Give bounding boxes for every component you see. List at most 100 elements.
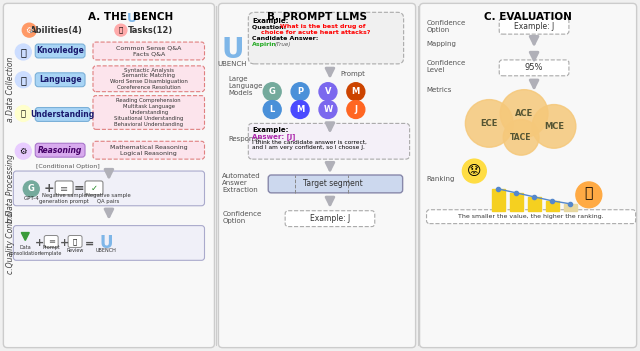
Text: +: +	[35, 238, 44, 249]
FancyBboxPatch shape	[68, 236, 82, 247]
Text: Negative sample
QA pairs: Negative sample QA pairs	[86, 193, 131, 204]
Circle shape	[291, 83, 309, 101]
FancyBboxPatch shape	[44, 236, 58, 247]
Circle shape	[263, 101, 281, 118]
Polygon shape	[21, 233, 29, 240]
Text: Confidence
Option: Confidence Option	[426, 20, 466, 33]
Text: ✓: ✓	[90, 184, 97, 193]
Text: Response: Response	[228, 136, 262, 142]
FancyBboxPatch shape	[285, 211, 375, 227]
FancyBboxPatch shape	[35, 44, 85, 58]
Text: 🤖: 🤖	[585, 186, 593, 200]
Circle shape	[465, 100, 513, 147]
Text: 🎓: 🎓	[20, 47, 26, 57]
Text: BENCH: BENCH	[133, 12, 173, 22]
Text: UBENCH: UBENCH	[218, 61, 247, 67]
Text: Example:: Example:	[252, 127, 289, 133]
Text: V: V	[324, 87, 332, 96]
Text: 🌐: 🌐	[20, 75, 26, 85]
Text: Negative sample
generation prompt: Negative sample generation prompt	[39, 193, 89, 204]
Bar	[510, 193, 523, 211]
Circle shape	[23, 181, 39, 197]
Circle shape	[347, 83, 365, 101]
Circle shape	[532, 105, 576, 148]
FancyBboxPatch shape	[13, 226, 205, 260]
Text: Example:: Example:	[252, 18, 289, 24]
Circle shape	[319, 83, 337, 101]
Circle shape	[263, 83, 281, 101]
Text: 🔍: 🔍	[20, 109, 26, 118]
Text: B. PROMPT LLMS: B. PROMPT LLMS	[267, 12, 367, 22]
FancyBboxPatch shape	[268, 175, 403, 193]
Text: What is the best drug of: What is the best drug of	[280, 24, 365, 29]
Text: Confidence
Level: Confidence Level	[426, 60, 466, 73]
Text: Mapping: Mapping	[426, 41, 456, 47]
Text: Confidence
Option: Confidence Option	[223, 211, 262, 224]
Text: [Conditional Option]: [Conditional Option]	[36, 164, 100, 168]
Text: =: =	[74, 183, 84, 196]
Circle shape	[15, 44, 31, 60]
Text: The smaller the value, the higher the ranking.: The smaller the value, the higher the ra…	[458, 214, 604, 219]
Text: 95%: 95%	[525, 64, 543, 72]
Text: Answer: [J]: Answer: [J]	[252, 133, 296, 140]
Text: P: P	[297, 87, 303, 96]
Circle shape	[503, 119, 539, 155]
Circle shape	[462, 159, 486, 183]
Text: TACE: TACE	[510, 133, 532, 142]
FancyBboxPatch shape	[93, 66, 205, 92]
Text: Understanding: Understanding	[30, 110, 94, 119]
Text: M: M	[296, 105, 304, 114]
FancyBboxPatch shape	[35, 143, 85, 157]
Text: c.Quality Control: c.Quality Control	[6, 211, 15, 274]
Circle shape	[15, 143, 31, 159]
Text: Aspirin: Aspirin	[252, 42, 277, 47]
Bar	[564, 204, 577, 211]
Text: Data
consolidation: Data consolidation	[9, 245, 42, 256]
Text: Ranking: Ranking	[426, 176, 455, 182]
Text: I think the candidate answer is correct,: I think the candidate answer is correct,	[252, 139, 367, 144]
Text: 😟: 😟	[467, 164, 481, 178]
Text: ⚙: ⚙	[20, 147, 27, 156]
FancyBboxPatch shape	[93, 141, 205, 159]
Text: ECE: ECE	[481, 119, 498, 128]
FancyBboxPatch shape	[248, 124, 410, 159]
Text: 🔍: 🔍	[73, 238, 77, 245]
Text: Metrics: Metrics	[426, 87, 452, 93]
Text: G: G	[269, 87, 276, 96]
Text: U: U	[127, 12, 137, 25]
Circle shape	[576, 182, 602, 208]
Text: +: +	[44, 183, 54, 196]
Text: Example: J: Example: J	[514, 22, 554, 31]
FancyBboxPatch shape	[3, 4, 214, 347]
Circle shape	[115, 24, 127, 36]
Text: MCE: MCE	[544, 122, 564, 131]
Bar	[492, 189, 505, 211]
Text: G: G	[28, 184, 35, 193]
Text: Example: J: Example: J	[310, 214, 350, 223]
Text: =: =	[84, 238, 93, 249]
Text: C. EVALUATION: C. EVALUATION	[484, 12, 572, 22]
Text: a.Data Collection: a.Data Collection	[6, 57, 15, 122]
Text: L: L	[269, 105, 275, 114]
Text: Target segment: Target segment	[303, 179, 363, 188]
Text: A. THE: A. THE	[88, 12, 130, 22]
Text: choice for acute heart attacks?: choice for acute heart attacks?	[261, 30, 371, 35]
Text: Abilities(4): Abilities(4)	[29, 26, 83, 35]
Text: Prompt: Prompt	[340, 71, 365, 77]
Text: Knowledge: Knowledge	[36, 46, 84, 55]
FancyBboxPatch shape	[55, 181, 73, 195]
Text: J: J	[355, 105, 357, 114]
FancyBboxPatch shape	[499, 18, 569, 34]
FancyBboxPatch shape	[499, 60, 569, 76]
Text: Syntactic Analysis
Semantic Matching
Word Sense Disambiguation
Coreference Resol: Syntactic Analysis Semantic Matching Wor…	[110, 68, 188, 90]
Text: 📋: 📋	[119, 27, 123, 33]
FancyBboxPatch shape	[426, 210, 636, 224]
Text: Review: Review	[67, 248, 84, 253]
Circle shape	[22, 23, 36, 37]
Text: Prompt
template: Prompt template	[40, 245, 62, 256]
FancyBboxPatch shape	[85, 181, 103, 195]
Text: UBENCH: UBENCH	[95, 248, 116, 253]
Circle shape	[319, 101, 337, 118]
Circle shape	[347, 101, 365, 118]
Circle shape	[291, 101, 309, 118]
